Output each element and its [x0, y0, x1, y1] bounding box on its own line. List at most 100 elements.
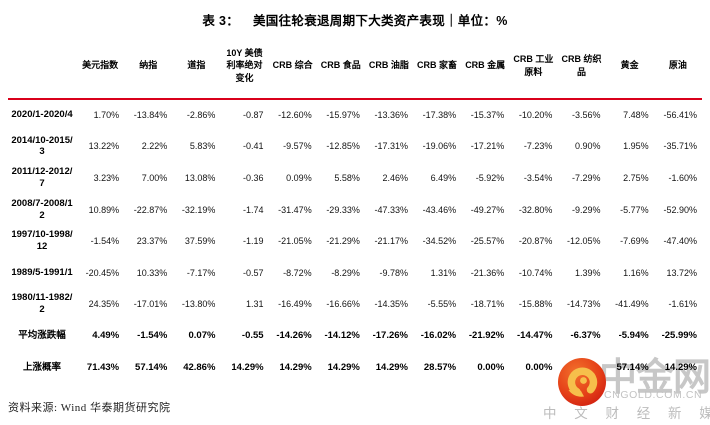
value-cell: 0.07% — [188, 330, 216, 342]
value-cell: -16.66% — [326, 299, 360, 310]
value-cell: -20.87% — [518, 236, 553, 247]
column-header: 美元指数 — [76, 33, 125, 100]
value-cell: -10.74% — [518, 267, 553, 278]
value-cell: -0.87 — [243, 110, 264, 121]
value-cell: -7.17% — [186, 267, 216, 278]
column-header: CRB 工业原料 — [509, 33, 558, 100]
table-row: 1980/11-1982/2 24.35% -17.01% -13.80% 1.31 -1… — [8, 289, 702, 321]
value-cell: 1.31 — [246, 299, 264, 310]
asset-performance-table: 美元指数 纳指 道指 10Y 美债利率绝对变化 CRB 综合 CRB 食品 CRB 油脂 CR… — [8, 33, 702, 383]
column-header: CRB 金属 — [461, 33, 510, 100]
table-row: 上涨概率 71.43% 57.14% 42.86% 14.29% 14.29% 14.29%… — [8, 352, 702, 384]
value-cell: -8.29% — [331, 267, 360, 278]
value-cell: -14.12% — [324, 330, 360, 342]
table-title: 表 3： 美国往轮衰退周期下大类资产表现｜单位：% — [0, 10, 710, 29]
value-cell: 13.22% — [88, 141, 120, 152]
value-cell: -20.45% — [85, 267, 120, 278]
value-cell: 0.00% — [477, 362, 505, 374]
value-cell: 5.83% — [189, 141, 216, 152]
value-cell: 2.22% — [141, 141, 168, 152]
value-cell: 71.43% — [86, 362, 120, 374]
value-cell: -34.52% — [422, 236, 457, 247]
table-row: 2014/10-2015/3 13.22% 2.22% 5.83% -0.41 -9.57… — [8, 131, 702, 163]
row-label: 1989/5-1991/1 — [11, 266, 73, 278]
watermark-brand: 中金网 — [599, 357, 710, 399]
value-cell: -7.69% — [620, 236, 649, 247]
value-cell: 14.29% — [279, 362, 312, 374]
table-row: 1997/10-1998/12 -1.54% 23.37% 37.59% -1.19 -2… — [8, 225, 702, 257]
row-label: 1997/10-1998/12 — [11, 229, 73, 253]
value-cell: -49.27% — [470, 204, 505, 215]
value-cell: 14.29% — [664, 362, 697, 374]
value-cell: -56.41% — [663, 110, 697, 121]
value-cell: -15.97% — [326, 110, 360, 121]
value-cell: 10.89% — [88, 204, 120, 215]
table-row: 平均涨跌幅 4.49% -1.54% 0.07% -0.55 -14.26% -14.12%… — [8, 320, 702, 352]
value-cell: -35.71% — [663, 141, 697, 152]
value-cell: -47.33% — [374, 204, 408, 215]
value-cell: 3.23% — [93, 172, 120, 183]
value-cell: -21.36% — [470, 267, 505, 278]
value-cell: -43.46% — [422, 204, 457, 215]
value-cell: -8.72% — [283, 267, 312, 278]
table-number: 表 3： — [202, 14, 239, 28]
value-cell: -0.55 — [241, 330, 264, 342]
column-header: CRB 纺织品 — [557, 33, 606, 100]
value-cell: -21.29% — [326, 236, 360, 247]
value-cell: -16.02% — [420, 330, 457, 342]
value-cell: 13.72% — [666, 267, 697, 278]
value-cell: -10.20% — [518, 110, 553, 121]
value-cell: 0.00% — [525, 362, 553, 374]
corner-cell — [8, 33, 76, 100]
value-cell: -32.19% — [181, 204, 216, 215]
value-cell: -17.01% — [133, 299, 168, 310]
value-cell: 2.46% — [382, 172, 408, 183]
value-cell: 14.29% — [231, 362, 264, 374]
table-body: 2020/1-2020/4 1.70% -13.84% -2.86% -0.87 -12.… — [8, 99, 702, 383]
column-header: 10Y 美债利率绝对变化 — [220, 33, 269, 100]
value-cell: -6.37% — [570, 330, 601, 342]
table-row: 2020/1-2020/4 1.70% -13.84% -2.86% -0.87 -12.… — [8, 99, 702, 131]
value-cell: -29.33% — [326, 204, 360, 215]
value-cell: -15.37% — [470, 110, 505, 121]
value-cell: 6.49% — [430, 172, 457, 183]
value-cell: -25.57% — [470, 236, 505, 247]
value-cell: -1.60% — [668, 172, 697, 183]
value-cell: -13.84% — [133, 110, 168, 121]
value-cell: -5.94% — [618, 330, 649, 342]
column-header: 道指 — [172, 33, 221, 100]
value-cell: -17.21% — [470, 141, 505, 152]
value-cell: 5.58% — [334, 172, 360, 183]
value-cell: -2.86% — [186, 110, 216, 121]
value-cell: 37.59% — [184, 236, 216, 247]
value-cell: -21.17% — [374, 236, 408, 247]
value-cell: -15.88% — [518, 299, 553, 310]
value-cell: -31.47% — [278, 204, 312, 215]
value-cell: -12.05% — [567, 236, 601, 247]
value-cell: -5.77% — [620, 204, 649, 215]
value-cell: -5.55% — [427, 299, 457, 310]
value-cell: -22.87% — [133, 204, 168, 215]
value-cell: -17.38% — [422, 110, 457, 121]
value-cell: -17.31% — [374, 141, 408, 152]
value-cell: 0.90% — [575, 141, 601, 152]
value-cell: 7.48% — [623, 110, 649, 121]
value-cell: -3.56% — [572, 110, 601, 121]
table-row: 1989/5-1991/1 -20.45% 10.33% -7.17% -0.57 -8.… — [8, 257, 702, 289]
value-cell: -14.47% — [517, 330, 553, 342]
value-cell: -25.99% — [661, 330, 697, 342]
value-cell: -1.61% — [668, 299, 697, 310]
value-cell: -3.54% — [523, 172, 553, 183]
column-header: CRB 家畜 — [412, 33, 462, 100]
value-cell: 10.33% — [136, 267, 168, 278]
value-cell: -47.40% — [663, 236, 697, 247]
row-label: 平均涨跌幅 — [18, 330, 66, 342]
value-cell: 1.39% — [575, 267, 601, 278]
value-cell: 1.70% — [93, 110, 120, 121]
column-header: CRB 油脂 — [364, 33, 413, 100]
value-cell: -1.19 — [243, 236, 264, 247]
value-cell: -19.06% — [422, 141, 457, 152]
value-cell: -12.85% — [326, 141, 360, 152]
value-cell: 14.29% — [375, 362, 408, 374]
value-cell: -12.60% — [278, 110, 312, 121]
